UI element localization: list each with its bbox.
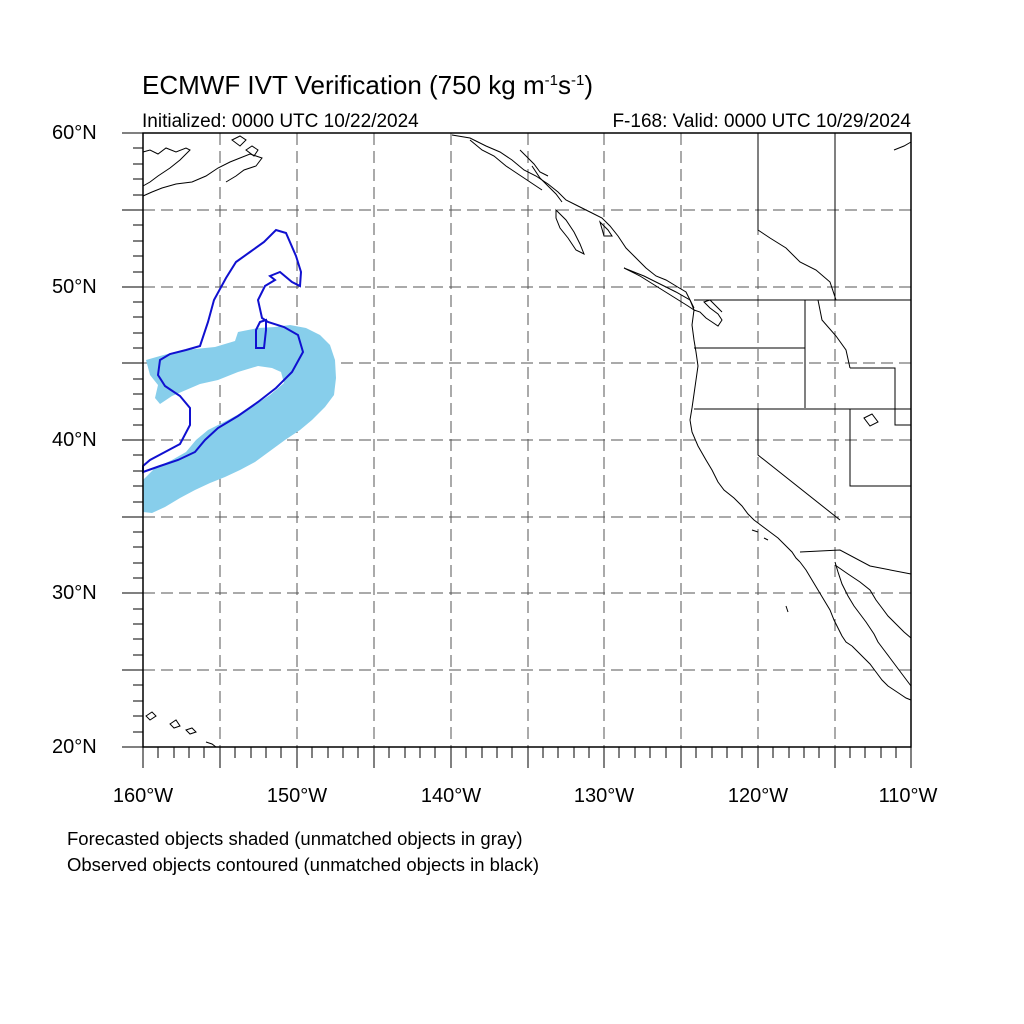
observed-object-hole-contour (255, 318, 267, 349)
lon-label-140w: 140°W (420, 785, 482, 807)
valid-label: F-168: Valid: 0000 UTC 10/29/2024 (612, 111, 911, 132)
coastlines (142, 133, 912, 748)
lat-label-40: 40°N (52, 429, 97, 451)
initialized-label: Initialized: 0000 UTC 10/22/2024 (142, 111, 419, 132)
lon-label-120w: 120°W (727, 785, 789, 807)
observed-object-contour (142, 228, 305, 474)
tick-marks (122, 132, 912, 768)
footnote-observed: Observed objects contoured (unmatched ob… (67, 854, 540, 875)
lat-label-50: 50°N (52, 276, 97, 298)
chart-title: ECMWF IVT Verification (750 kg m-1s-1) (142, 70, 593, 100)
lat-label-60: 60°N (52, 122, 97, 144)
lat-label-20: 20°N (52, 736, 97, 758)
footnote-forecast: Forecasted objects shaded (unmatched obj… (67, 828, 523, 849)
lon-label-110w: 110°W (878, 785, 938, 807)
lon-label-160w: 160°W (112, 785, 174, 807)
lon-label-150w: 150°W (266, 785, 328, 807)
lat-label-30: 30°N (52, 582, 97, 604)
forecast-object (143, 325, 336, 513)
lon-label-130w: 130°W (573, 785, 635, 807)
gridlines (143, 133, 911, 747)
footnotes: Forecasted objects shaded (unmatched obj… (67, 826, 539, 878)
